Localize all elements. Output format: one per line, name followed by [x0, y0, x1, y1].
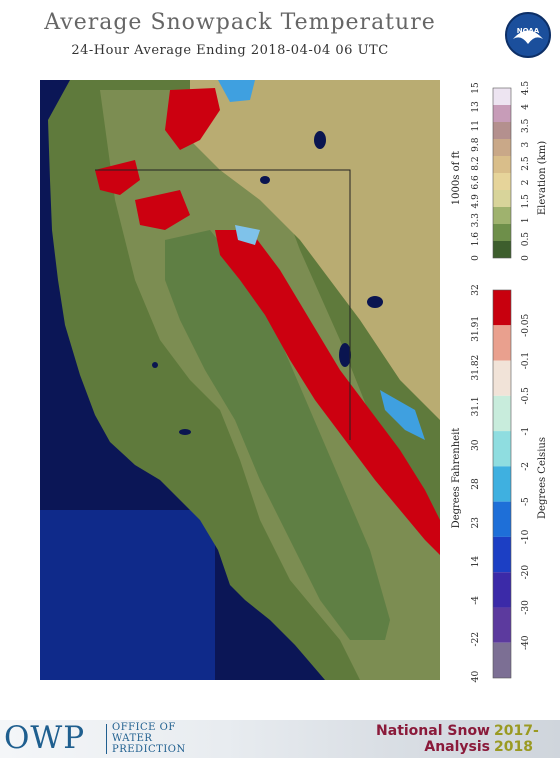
snowpack-map[interactable] — [40, 80, 440, 680]
elevation-km-tick: 4.5 — [521, 81, 531, 96]
temperature-color-swatch — [493, 290, 511, 326]
elevation-ft-tick: 3.3 — [471, 213, 481, 228]
temperature-c-tick: -10 — [521, 529, 531, 544]
elevation-color-swatch — [493, 241, 511, 258]
elevation-ft-tick: 1.6 — [471, 232, 481, 247]
temperature-f-tick: 31.1 — [471, 396, 481, 416]
no-data-region — [40, 510, 215, 680]
elevation-ft-tick: 13 — [471, 101, 481, 113]
elevation-km-tick: 2.5 — [521, 156, 531, 171]
temperature-c-tick: -1 — [521, 427, 531, 436]
elevation-km-tick: 1.5 — [521, 194, 531, 209]
elevation-km-tick: 1 — [521, 217, 531, 223]
elevation-color-swatch — [493, 105, 511, 122]
noaa-bird-icon — [509, 16, 547, 54]
temperature-f-tick: 23 — [471, 517, 481, 529]
temperature-f-tick: 30 — [471, 439, 481, 451]
temperature-color-swatch — [493, 642, 511, 678]
owp-office-name: OFFICE OF WATER PREDICTION — [112, 722, 186, 755]
temperature-color-swatch — [493, 395, 511, 432]
nsa-line1: National Snow — [376, 723, 490, 739]
elevation-legend: 0 1.6 3.3 4.9 6.6 8.2 9.8 11 13 15 0 0.5 1 1.5 2 2.5 3 3.… — [451, 81, 548, 261]
temperature-c-title: Degrees Celsius — [537, 437, 548, 519]
temperature-c-tick: -20 — [521, 565, 531, 580]
elevation-km-tick: 0 — [521, 255, 531, 261]
owp-logo-text: OWP — [4, 720, 86, 756]
nsa-line2: Analysis — [424, 739, 490, 755]
elevation-ft-tick: 0 — [471, 255, 481, 261]
temperature-c-tick: -5 — [521, 497, 531, 506]
temperature-c-tick: -0.1 — [521, 352, 531, 369]
elevation-color-swatch — [493, 190, 511, 207]
year-start: 2017- — [494, 723, 539, 739]
elevation-color-swatch — [493, 88, 511, 105]
temperature-color-swatch — [493, 431, 511, 467]
elevation-km-tick: 2 — [521, 180, 531, 186]
temperature-color-swatch — [493, 360, 511, 396]
elevation-ft-tick: 4.9 — [471, 194, 481, 209]
temperature-f-tick: -4 — [471, 596, 481, 605]
noaa-logo: NOAA — [505, 12, 551, 58]
temperature-c-tick: -30 — [521, 600, 531, 615]
temperature-f-tick: 14 — [471, 556, 481, 568]
temperature-color-swatch — [493, 607, 511, 643]
temperature-f-tick: -22 — [471, 632, 481, 647]
temperature-f-tick: 28 — [471, 478, 481, 490]
temperature-f-tick: -40 — [471, 670, 481, 683]
map-title: Average Snowpack Temperature — [44, 10, 436, 35]
owp-divider — [106, 724, 107, 754]
elevation-color-swatch — [493, 122, 511, 139]
temperature-color-swatch — [493, 466, 511, 502]
elevation-ft-tick: 9.8 — [471, 137, 481, 152]
legend-panel: 0 1.6 3.3 4.9 6.6 8.2 9.8 11 13 15 0 0.5 1 1.5 2 2.5 3 3.… — [451, 81, 548, 683]
elevation-km-tick: 3.5 — [521, 118, 531, 133]
year-end: 2018 — [494, 739, 533, 755]
noaa-logo-text: NOAA — [516, 27, 540, 35]
elevation-km-tick: 0.5 — [521, 232, 531, 247]
temperature-color-swatch — [493, 501, 511, 537]
temperature-f-title: Degrees Fahrenheit — [451, 428, 462, 529]
temperature-color-swatch — [493, 572, 511, 608]
temperature-legend: 32 31.91 31.82 31.1 30 28 23 14 -4 -22 -40 -0.05 -0.… — [451, 284, 548, 683]
map-subtitle: 24-Hour Average Ending 2018-04-04 06 UTC — [71, 43, 389, 58]
elevation-color-swatch — [493, 207, 511, 224]
elevation-km-tick: 3 — [521, 142, 531, 148]
temperature-f-tick: 31.82 — [471, 355, 481, 381]
footer-banner: OWP OFFICE OF WATER PREDICTION National … — [0, 720, 560, 758]
elevation-km-title: Elevation (km) — [537, 141, 548, 215]
temperature-f-tick: 31.91 — [471, 316, 481, 342]
temperature-c-tick: -2 — [521, 462, 531, 471]
elevation-km-tick: 4 — [521, 104, 531, 110]
elevation-ft-title: 1000s of ft — [451, 151, 462, 205]
nsa-title: National Snow Analysis — [376, 723, 490, 755]
elevation-ft-tick: 15 — [471, 82, 481, 94]
elevation-color-swatch — [493, 139, 511, 156]
elevation-ft-tick: 6.6 — [471, 175, 481, 190]
elevation-color-swatch — [493, 224, 511, 241]
season-years: 2017- 2018 — [494, 723, 539, 755]
temperature-f-tick: 32 — [471, 284, 481, 295]
elevation-color-swatch — [493, 156, 511, 173]
elevation-ft-tick: 11 — [471, 120, 481, 131]
temperature-c-tick: -40 — [521, 635, 531, 650]
temperature-color-swatch — [493, 536, 511, 573]
temperature-c-tick: -0.05 — [521, 313, 531, 336]
temperature-c-tick: -0.5 — [521, 387, 531, 405]
elevation-color-swatch — [493, 173, 511, 190]
elevation-ft-tick: 8.2 — [471, 156, 481, 170]
temperature-color-swatch — [493, 325, 511, 361]
